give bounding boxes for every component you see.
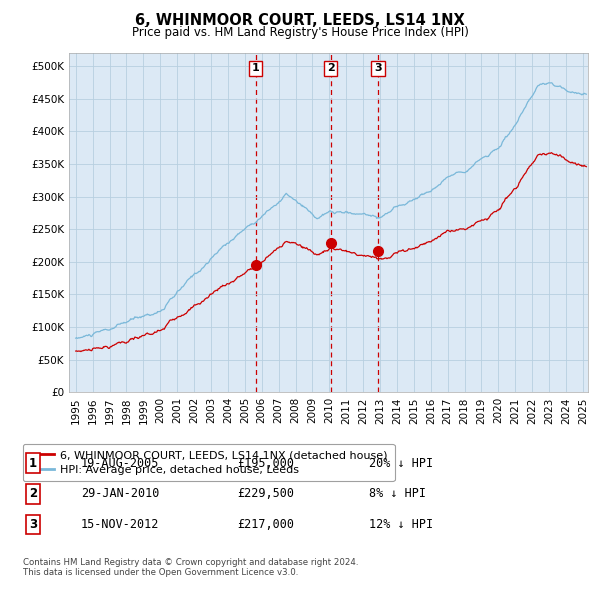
Text: 3: 3 [374, 63, 382, 73]
Text: 15-NOV-2012: 15-NOV-2012 [81, 518, 160, 531]
Text: Contains HM Land Registry data © Crown copyright and database right 2024.
This d: Contains HM Land Registry data © Crown c… [23, 558, 358, 577]
Text: Price paid vs. HM Land Registry's House Price Index (HPI): Price paid vs. HM Land Registry's House … [131, 26, 469, 39]
Text: 20% ↓ HPI: 20% ↓ HPI [369, 457, 433, 470]
Text: 1: 1 [29, 457, 37, 470]
Text: 3: 3 [29, 518, 37, 531]
Text: £195,000: £195,000 [237, 457, 294, 470]
Text: 8% ↓ HPI: 8% ↓ HPI [369, 487, 426, 500]
Text: 29-JAN-2010: 29-JAN-2010 [81, 487, 160, 500]
Text: 6, WHINMOOR COURT, LEEDS, LS14 1NX: 6, WHINMOOR COURT, LEEDS, LS14 1NX [135, 13, 465, 28]
Text: 1: 1 [252, 63, 260, 73]
Text: 12% ↓ HPI: 12% ↓ HPI [369, 518, 433, 531]
Text: £229,500: £229,500 [237, 487, 294, 500]
Text: 19-AUG-2005: 19-AUG-2005 [81, 457, 160, 470]
Text: 2: 2 [327, 63, 335, 73]
Legend: 6, WHINMOOR COURT, LEEDS, LS14 1NX (detached house), HPI: Average price, detache: 6, WHINMOOR COURT, LEEDS, LS14 1NX (deta… [23, 444, 395, 481]
Text: £217,000: £217,000 [237, 518, 294, 531]
Text: 2: 2 [29, 487, 37, 500]
